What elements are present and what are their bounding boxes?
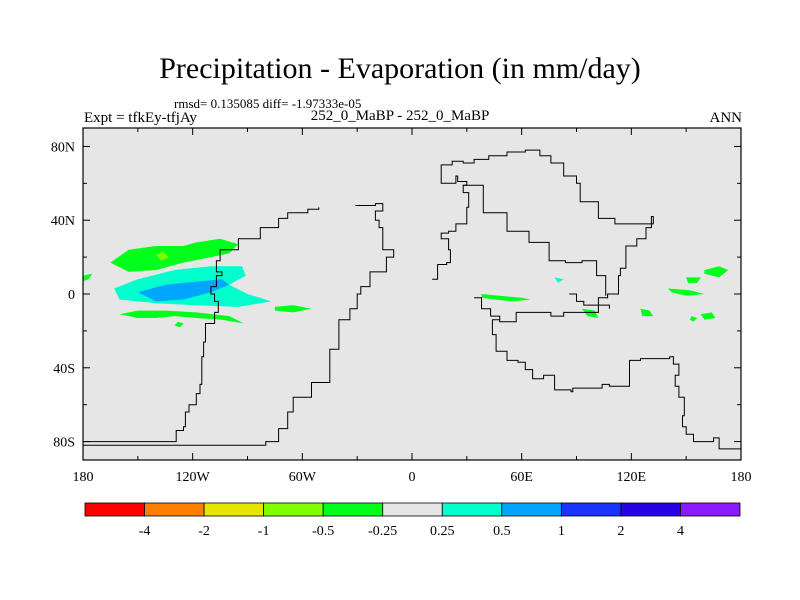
x-tick-label: 60W xyxy=(289,470,317,485)
comparison-label: 252_0_MaBP - 252_0_MaBP xyxy=(310,108,490,124)
y-tick-label: 80S xyxy=(53,436,75,451)
contour-fill-region xyxy=(481,294,531,302)
y-tick-label: 40N xyxy=(51,214,75,229)
colorbar-swatch xyxy=(144,502,205,517)
colorbar-label: -0.25 xyxy=(368,524,397,539)
contour-fill-region xyxy=(640,308,654,317)
y-tick-label: 0 xyxy=(68,288,75,303)
plot-title: Precipitation - Evaporation (in mm/day) xyxy=(159,52,641,85)
contour-fill-region xyxy=(156,251,169,261)
coastline xyxy=(463,184,607,296)
colorbar-label: 0.25 xyxy=(430,524,455,539)
coastline xyxy=(474,297,501,320)
colorbar-label: -1 xyxy=(258,524,270,539)
coastline xyxy=(83,207,320,443)
coastline xyxy=(432,149,741,450)
colorbar-swatch xyxy=(501,502,562,517)
colorbar-swatch xyxy=(620,502,681,517)
coastline xyxy=(83,203,395,446)
contour-fill-region xyxy=(700,312,716,320)
contour-fill-region xyxy=(274,305,312,313)
colorbar-label: 4 xyxy=(677,524,684,539)
colorbar-label: -0.5 xyxy=(312,524,334,539)
stats-text: rmsd= 0.135085 diff= -1.97333e-05 xyxy=(174,96,362,111)
colorbar-label: 2 xyxy=(617,524,624,539)
colorbar-label: 0.5 xyxy=(493,524,511,539)
colorbar-swatch xyxy=(560,502,622,517)
coastline xyxy=(569,293,610,309)
colorbar-label: 1 xyxy=(558,524,565,539)
contour-fill-region xyxy=(686,277,701,283)
colorbar-label: -4 xyxy=(139,524,151,539)
contour-fill-region xyxy=(689,316,698,322)
colorbar-swatch xyxy=(441,502,503,517)
colorbar-swatch xyxy=(680,502,741,517)
contour-fill-region xyxy=(110,238,239,272)
colorbar-swatch xyxy=(84,502,145,517)
colorbar-swatch xyxy=(382,502,443,517)
contour-fill-region xyxy=(174,321,184,328)
x-tick-label: 60E xyxy=(510,470,533,485)
contour-fill-region xyxy=(83,273,93,282)
x-tick-label: 120W xyxy=(176,470,211,485)
colorbar-label: -2 xyxy=(198,524,210,539)
contour-fill-region xyxy=(704,266,729,278)
contour-fill-region xyxy=(582,308,599,318)
y-tick-label: 80N xyxy=(51,140,75,155)
colorbar-swatch xyxy=(203,502,265,517)
contour-fill-region xyxy=(667,288,705,296)
x-tick-label: 180 xyxy=(731,470,752,485)
season-label: ANN xyxy=(709,110,743,126)
colorbar-swatch xyxy=(322,502,384,517)
x-tick-label: 180 xyxy=(73,470,94,485)
x-tick-label: 120E xyxy=(617,470,647,485)
contour-fill-region xyxy=(554,277,564,283)
contour-fill-region xyxy=(137,279,230,302)
colorbar-swatch xyxy=(263,502,324,517)
experiment-label: Expt = tfkEy-tfjAy xyxy=(84,110,197,126)
contour-fill-region xyxy=(119,310,244,324)
y-tick-label: 40S xyxy=(53,362,75,377)
x-tick-label: 0 xyxy=(409,470,416,485)
